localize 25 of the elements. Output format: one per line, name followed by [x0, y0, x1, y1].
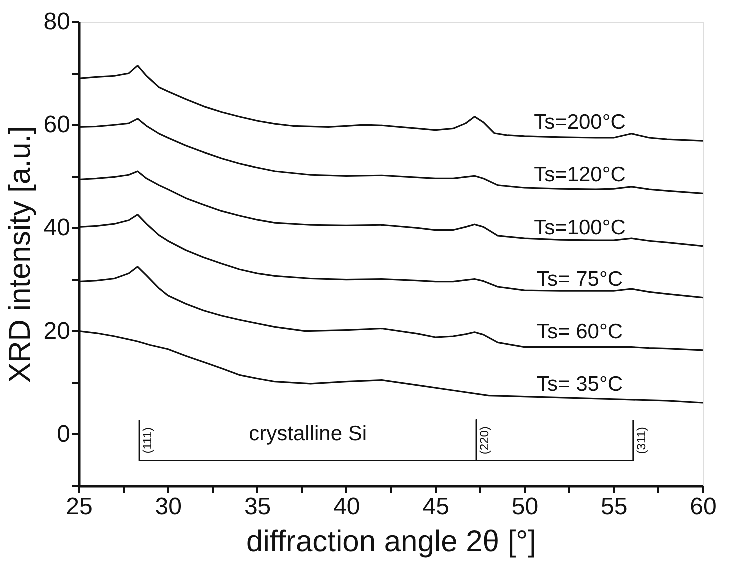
- x-axis-title: diffraction angle 2θ [°]: [246, 526, 536, 558]
- x-tick-label: 40: [334, 494, 360, 520]
- y-axis-title: XRD intensity [a.u.]: [4, 126, 37, 383]
- annotation: (111): [140, 428, 155, 454]
- x-tick-label: 35: [244, 494, 272, 520]
- y-tick-label: 60: [44, 112, 70, 139]
- annotation: (311): [634, 427, 648, 454]
- y-tick-label: 20: [44, 318, 70, 345]
- series-label: Ts=120°C: [534, 164, 626, 187]
- series-label: Ts=200°C: [534, 111, 626, 134]
- x-tick-label: 60: [690, 494, 717, 520]
- x-tick-label: 25: [66, 494, 93, 520]
- series-label: Ts=100°C: [534, 216, 626, 240]
- annotation: crystalline Si: [249, 422, 368, 446]
- annotation: (220): [478, 426, 492, 455]
- y-tick-label: 40: [44, 214, 70, 242]
- x-tick-label: 55: [601, 494, 628, 520]
- series-label: Ts= 75°C: [536, 268, 624, 291]
- y-tick-label: 0: [57, 420, 70, 448]
- y-tick-label: 80: [44, 8, 70, 36]
- x-tick-label: 45: [422, 494, 450, 520]
- x-tick-label: 30: [155, 494, 182, 520]
- x-tick-label: 50: [512, 494, 539, 520]
- series-label: Ts= 35°C: [536, 372, 624, 396]
- series-label: Ts= 60°C: [536, 320, 624, 344]
